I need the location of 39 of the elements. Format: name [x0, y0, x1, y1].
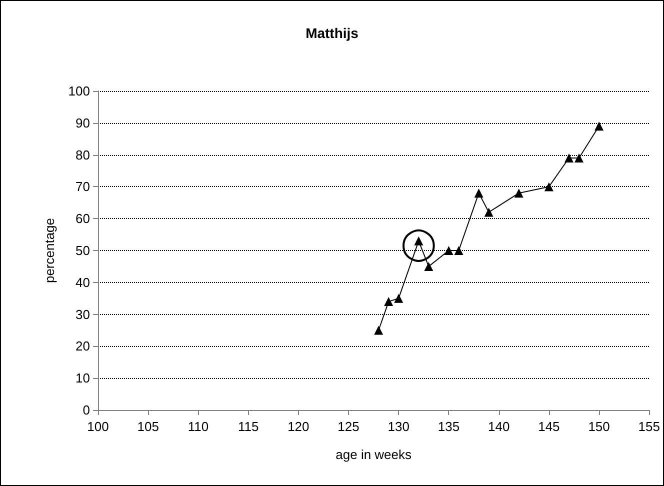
x-tick-label: 100 — [87, 419, 109, 434]
x-tick-label: 120 — [288, 419, 310, 434]
point — [484, 208, 494, 217]
point — [394, 294, 404, 303]
y-tick-label: 100 — [68, 84, 90, 98]
point — [564, 153, 574, 162]
x-tick-label: 150 — [588, 419, 610, 434]
y-tick-label: 90 — [76, 115, 90, 130]
point — [384, 297, 394, 306]
x-tick-label: 105 — [137, 419, 159, 434]
x-tick-label: 130 — [388, 419, 410, 434]
y-tick-label: 10 — [76, 370, 90, 386]
y-tick-label: 40 — [76, 274, 90, 290]
point — [514, 188, 524, 198]
point — [454, 246, 464, 255]
point — [594, 122, 604, 131]
point — [474, 188, 484, 198]
point — [374, 326, 384, 335]
point — [574, 153, 584, 162]
y-tick-label: 0 — [82, 402, 90, 418]
x-tick-label: 115 — [238, 419, 259, 434]
x-tick-label: 135 — [438, 419, 460, 434]
x-tick-label: 155 — [638, 419, 660, 434]
x-tick-label: 140 — [488, 419, 510, 434]
y-tick-label: 30 — [76, 306, 90, 322]
point — [544, 182, 554, 192]
x-tick-label: 110 — [188, 419, 209, 434]
y-tick-label: 60 — [76, 211, 90, 226]
x-axis-title: age in weeks — [336, 447, 412, 462]
y-axis-title: percentage — [42, 218, 57, 284]
x-tick-label: 145 — [538, 419, 560, 434]
point — [444, 246, 454, 255]
x-tick-label: 125 — [338, 419, 360, 434]
y-tick-label: 80 — [76, 147, 90, 162]
y-tick-label: 70 — [76, 179, 90, 194]
chart-title: Matthijs — [306, 25, 359, 41]
point — [424, 262, 434, 271]
y-tick-label: 50 — [76, 243, 90, 258]
y-tick-label: 20 — [76, 338, 90, 354]
